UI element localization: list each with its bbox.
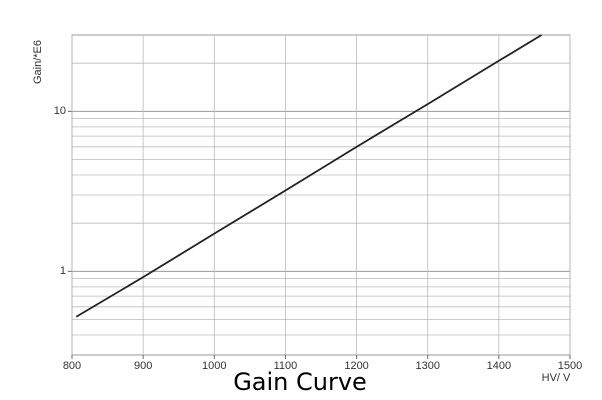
x-tick-label: 900: [134, 360, 152, 372]
y-tick-label: 10: [54, 105, 66, 117]
x-tick-label: 1100: [274, 360, 298, 372]
x-tick-label: 1000: [202, 360, 226, 372]
x-axis-label: HV/ V: [542, 372, 571, 384]
y-axis-label: Gain/*E6: [32, 40, 44, 84]
x-tick-label: 1500: [558, 360, 582, 372]
x-tick-label: 1400: [487, 360, 511, 372]
line: [75, 34, 543, 318]
x-tick-label: 800: [63, 360, 81, 372]
x-tick-label: 1200: [344, 360, 368, 372]
chart-title: Gain Curve: [233, 368, 367, 396]
x-tick-label: 1300: [415, 360, 439, 372]
y-tick-label: 1: [60, 265, 66, 277]
